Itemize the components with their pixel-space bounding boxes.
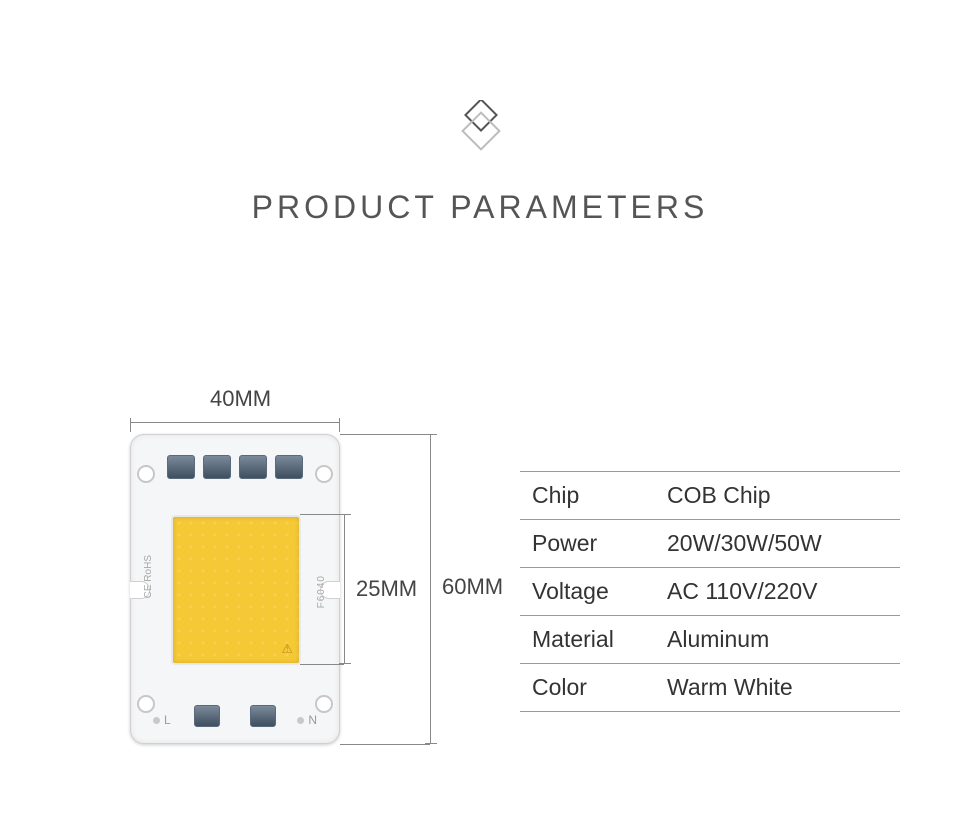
spec-row: Voltage AC 110V/220V xyxy=(520,568,900,616)
dimension-width-label: 40MM xyxy=(210,386,271,412)
dimension-line xyxy=(300,514,344,515)
dimension-height-line xyxy=(430,434,431,744)
ce-rohs-mark: CE RoHS xyxy=(143,555,154,598)
dimension-height-label: 60MM xyxy=(442,574,503,600)
spec-value: Warm White xyxy=(667,674,900,701)
spec-value: Aluminum xyxy=(667,626,900,653)
pad xyxy=(194,705,220,727)
pad xyxy=(239,455,267,479)
dimension-line xyxy=(340,744,430,745)
spec-value: 20W/30W/50W xyxy=(667,530,900,557)
pad xyxy=(203,455,231,479)
spec-label: Power xyxy=(532,530,667,557)
dimension-line xyxy=(340,434,430,435)
dimension-width-line xyxy=(130,418,340,432)
product-diagram: 40MM CE RoHS F6040 ⚠ L xyxy=(60,386,500,786)
terminal-N-label: N xyxy=(297,713,317,727)
spec-label: Chip xyxy=(532,482,667,509)
spec-row: Material Aluminum xyxy=(520,616,900,664)
spec-label: Material xyxy=(532,626,667,653)
spec-row: Chip COB Chip xyxy=(520,471,900,520)
spec-value: COB Chip xyxy=(667,482,900,509)
spec-label: Color xyxy=(532,674,667,701)
dimension-line xyxy=(300,664,344,665)
pad xyxy=(167,455,195,479)
cob-emitter: ⚠ xyxy=(171,515,301,665)
pad xyxy=(275,455,303,479)
terminal-L-label: L xyxy=(153,713,171,727)
model-mark: F6040 xyxy=(316,575,327,608)
warning-icon: ⚠ xyxy=(281,641,293,657)
chip-body: CE RoHS F6040 ⚠ L N xyxy=(130,434,340,744)
spec-row: Color Warm White xyxy=(520,664,900,712)
diamond-icon xyxy=(452,100,508,169)
pad xyxy=(250,705,276,727)
spec-table: Chip COB Chip Power 20W/30W/50W Voltage … xyxy=(520,471,900,786)
driver-pads xyxy=(131,455,339,479)
page-title: PRODUCT PARAMETERS xyxy=(0,189,960,226)
dimension-inner-line xyxy=(344,514,345,664)
spec-row: Power 20W/30W/50W xyxy=(520,520,900,568)
spec-label: Voltage xyxy=(532,578,667,605)
dimension-inner-label: 25MM xyxy=(356,576,417,602)
spec-value: AC 110V/220V xyxy=(667,578,900,605)
